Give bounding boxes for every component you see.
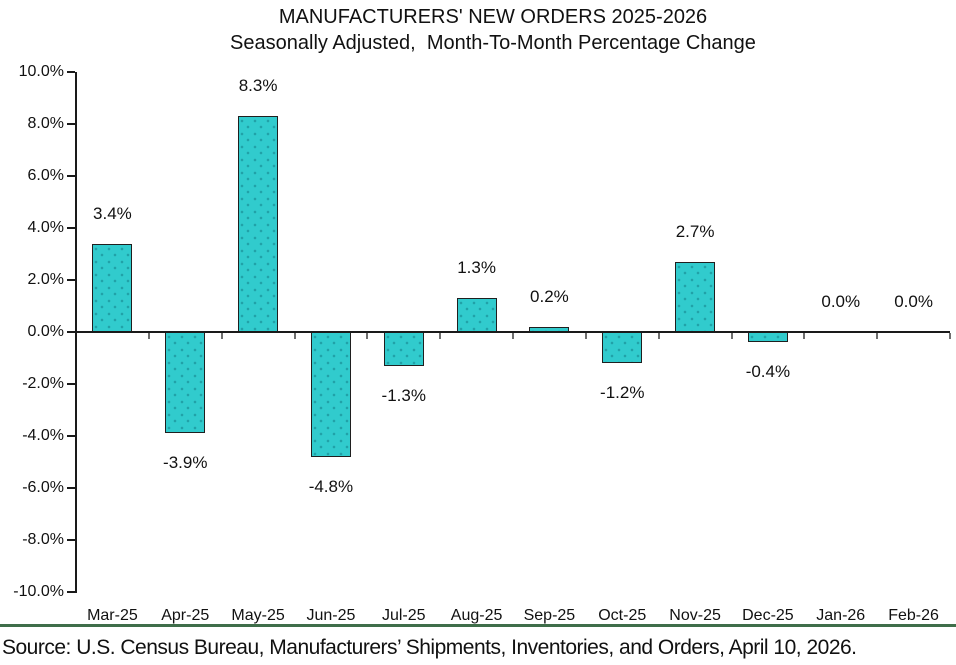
bar	[310, 332, 351, 457]
x-axis-label: Mar-25	[87, 607, 138, 624]
bar-value-label: 2.7%	[675, 221, 715, 241]
y-axis-tick-label: 8.0%	[27, 115, 64, 132]
x-axis-tick	[220, 333, 223, 339]
x-axis-tick	[293, 333, 296, 339]
x-axis-label: Nov-25	[669, 607, 721, 624]
bar-value-label: -1.2%	[600, 383, 645, 403]
x-axis-tick	[439, 333, 442, 339]
y-axis-tick-label: 4.0%	[27, 219, 64, 236]
bar-value-label: 0.0%	[821, 292, 861, 311]
bar	[238, 116, 279, 332]
bar-value-label: 0.0%	[894, 292, 933, 311]
y-axis-tick	[67, 331, 75, 333]
x-axis-label: Feb-26	[888, 607, 939, 624]
y-axis-tick-label: 2.0%	[27, 271, 64, 288]
x-axis-label: Oct-25	[598, 607, 647, 624]
bar-value-label: 1.3%	[457, 258, 496, 278]
bar-value-label: -0.4%	[745, 362, 791, 382]
source-divider-line	[0, 624, 956, 627]
y-axis-tick-label: -10.0%	[13, 583, 64, 600]
chart-subtitle: Seasonally Adjusted, Month-To-Month Perc…	[230, 32, 756, 54]
y-axis-tick-label: 10.0%	[18, 63, 64, 80]
x-axis-label: Jun-25	[306, 607, 356, 624]
bar-value-label: 8.3%	[238, 76, 278, 96]
y-axis-tick-label: -2.0%	[22, 375, 64, 392]
y-axis-tick	[67, 227, 75, 229]
x-axis-tick	[366, 333, 369, 339]
bar	[383, 332, 424, 366]
chart-title: MANUFACTURERS' NEW ORDERS 2025-2026	[278, 6, 708, 28]
x-axis-tick	[730, 333, 733, 339]
x-axis-tick	[949, 333, 951, 339]
y-axis-tick	[67, 175, 75, 177]
y-axis-tick	[67, 591, 75, 593]
x-axis-label: May-25	[231, 607, 285, 624]
y-axis-tick	[67, 279, 75, 281]
x-axis-label: Dec-25	[742, 607, 794, 624]
x-axis-tick	[657, 333, 660, 339]
x-axis-tick	[876, 333, 879, 339]
x-axis-label: Aug-25	[450, 607, 503, 624]
x-axis-label: Jul-25	[381, 607, 426, 624]
y-axis-tick-label: -8.0%	[22, 531, 64, 548]
x-axis-label: Sep-25	[523, 607, 576, 624]
y-axis-tick-label: -4.0%	[22, 427, 64, 444]
bar	[165, 332, 206, 434]
bar	[602, 332, 643, 364]
bar	[747, 332, 788, 343]
y-axis-tick-label: -6.0%	[22, 479, 64, 496]
x-axis-zero-line	[76, 331, 950, 333]
x-axis-label: Apr-25	[161, 607, 210, 624]
bar-value-label: 0.2%	[530, 286, 569, 306]
x-axis-tick	[803, 333, 806, 339]
x-axis-tick	[584, 333, 587, 339]
source-note: Source: U.S. Census Bureau, Manufacturer…	[2, 636, 857, 659]
x-axis-label: Jan-26	[816, 607, 866, 624]
bar-value-label: -1.3%	[381, 385, 426, 405]
x-axis-tick	[512, 333, 514, 339]
y-axis-tick	[67, 71, 75, 73]
y-axis-tick	[67, 487, 75, 489]
y-axis-tick-label: 6.0%	[27, 167, 64, 184]
bar	[675, 261, 716, 332]
bar-value-label: 3.4%	[93, 203, 132, 223]
bar	[456, 298, 497, 332]
y-axis-tick-label: 0.0%	[27, 323, 64, 340]
y-axis-tick	[67, 539, 75, 541]
y-axis-tick	[67, 123, 75, 125]
bar-value-label: -4.8%	[308, 476, 354, 496]
y-axis-tick	[67, 383, 75, 385]
y-axis-tick	[67, 435, 75, 437]
x-axis-tick	[147, 333, 150, 339]
bar	[92, 243, 133, 332]
bar-value-label: -3.9%	[163, 453, 208, 473]
